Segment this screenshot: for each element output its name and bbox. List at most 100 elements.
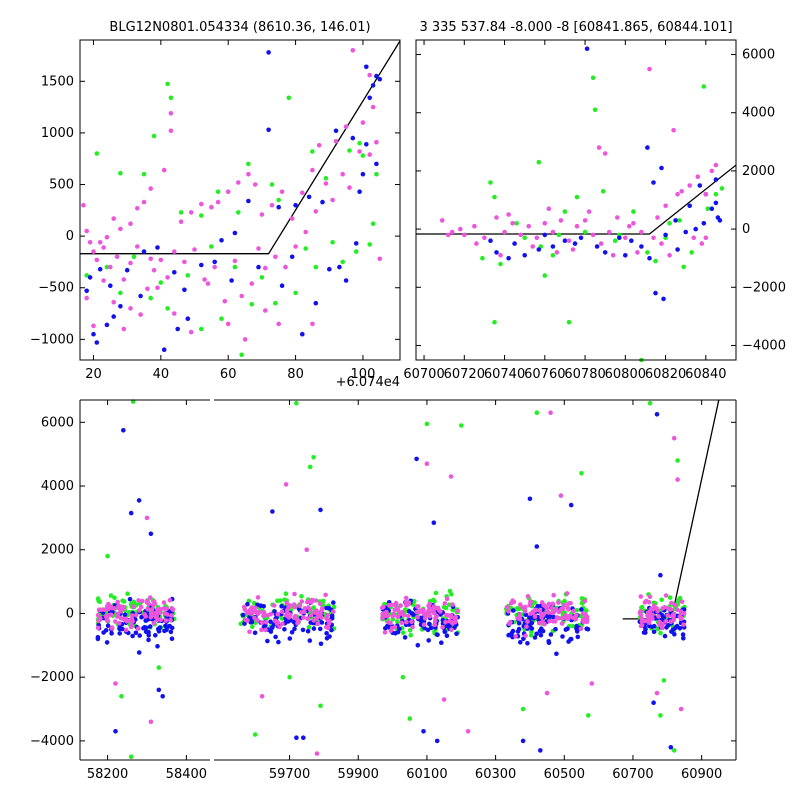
data-point bbox=[574, 623, 579, 629]
y-tick-label: −2000 bbox=[30, 670, 74, 685]
data-point bbox=[446, 613, 451, 618]
data-point bbox=[677, 595, 683, 601]
data-point bbox=[138, 604, 144, 610]
data-point bbox=[667, 221, 672, 226]
data-point bbox=[566, 601, 571, 606]
data-point bbox=[104, 234, 110, 240]
data-point bbox=[441, 697, 447, 702]
data-point bbox=[138, 312, 143, 317]
data-point bbox=[566, 238, 572, 243]
data-point bbox=[426, 638, 432, 643]
data-point bbox=[178, 219, 184, 224]
data-point bbox=[276, 639, 281, 645]
data-point bbox=[494, 250, 499, 255]
data-point bbox=[113, 681, 118, 686]
data-point bbox=[286, 95, 292, 101]
data-point bbox=[546, 601, 552, 607]
data-point bbox=[143, 629, 149, 635]
data-point bbox=[307, 607, 313, 612]
data-point bbox=[249, 281, 255, 286]
data-point bbox=[558, 218, 564, 223]
data-point bbox=[370, 104, 376, 110]
data-point bbox=[488, 180, 493, 185]
x-tick-label: 40 bbox=[153, 367, 170, 382]
data-point bbox=[367, 95, 373, 101]
data-point bbox=[631, 209, 636, 214]
data-point bbox=[474, 241, 479, 246]
data-point bbox=[699, 241, 705, 246]
data-point bbox=[492, 194, 497, 200]
data-point bbox=[120, 604, 126, 610]
data-point bbox=[139, 614, 144, 620]
data-point bbox=[523, 612, 529, 618]
data-point bbox=[415, 615, 420, 620]
data-point bbox=[656, 614, 661, 619]
data-point bbox=[185, 316, 191, 322]
data-point bbox=[225, 321, 231, 327]
data-point bbox=[414, 609, 420, 615]
data-point bbox=[108, 612, 114, 618]
data-point bbox=[301, 615, 306, 620]
data-point bbox=[663, 203, 668, 209]
data-point bbox=[94, 151, 100, 156]
data-point bbox=[81, 202, 86, 208]
data-point bbox=[539, 612, 544, 617]
data-point bbox=[199, 213, 204, 218]
data-point bbox=[446, 602, 452, 607]
data-point bbox=[639, 605, 644, 610]
data-point bbox=[122, 612, 128, 618]
data-point bbox=[279, 604, 284, 609]
data-point bbox=[236, 180, 241, 185]
data-point bbox=[374, 73, 379, 79]
data-point bbox=[222, 298, 228, 304]
data-point bbox=[252, 732, 258, 737]
data-point bbox=[527, 603, 532, 608]
data-point bbox=[658, 630, 663, 636]
data-point bbox=[117, 631, 122, 636]
x-tick-label: 59700 bbox=[269, 767, 310, 782]
data-point bbox=[152, 601, 158, 606]
y-tick-label: 500 bbox=[49, 178, 74, 193]
data-point bbox=[292, 614, 297, 620]
data-point bbox=[255, 595, 261, 600]
data-point bbox=[578, 626, 584, 632]
data-point bbox=[571, 608, 576, 614]
data-point bbox=[681, 636, 686, 641]
data-point bbox=[420, 609, 426, 614]
data-point bbox=[270, 509, 275, 514]
data-point bbox=[155, 644, 160, 649]
data-point bbox=[279, 189, 285, 194]
data-point bbox=[96, 598, 101, 603]
data-point bbox=[374, 161, 379, 167]
data-point bbox=[340, 259, 346, 265]
data-point bbox=[242, 621, 247, 626]
data-point bbox=[422, 616, 428, 621]
data-point bbox=[360, 153, 366, 158]
data-point bbox=[510, 628, 516, 634]
data-point bbox=[538, 632, 544, 638]
data-point bbox=[701, 221, 707, 226]
data-point bbox=[133, 630, 139, 636]
data-point bbox=[671, 127, 676, 133]
data-point bbox=[91, 331, 96, 337]
data-point bbox=[400, 630, 406, 636]
data-point bbox=[310, 149, 315, 154]
data-point bbox=[108, 593, 114, 598]
data-point bbox=[259, 275, 265, 280]
data-point bbox=[111, 314, 116, 319]
data-point bbox=[148, 531, 154, 537]
data-point bbox=[441, 604, 447, 610]
data-point bbox=[157, 610, 163, 615]
data-point bbox=[265, 638, 270, 644]
data-point bbox=[411, 598, 417, 604]
data-point bbox=[713, 200, 719, 206]
data-point bbox=[389, 602, 394, 608]
data-point bbox=[701, 84, 707, 89]
y-tick-label: −4000 bbox=[742, 338, 786, 353]
data-point bbox=[449, 229, 455, 235]
data-point bbox=[128, 260, 133, 266]
data-point bbox=[442, 601, 448, 606]
data-point bbox=[185, 273, 191, 278]
y-tick-label: 4000 bbox=[742, 106, 775, 121]
